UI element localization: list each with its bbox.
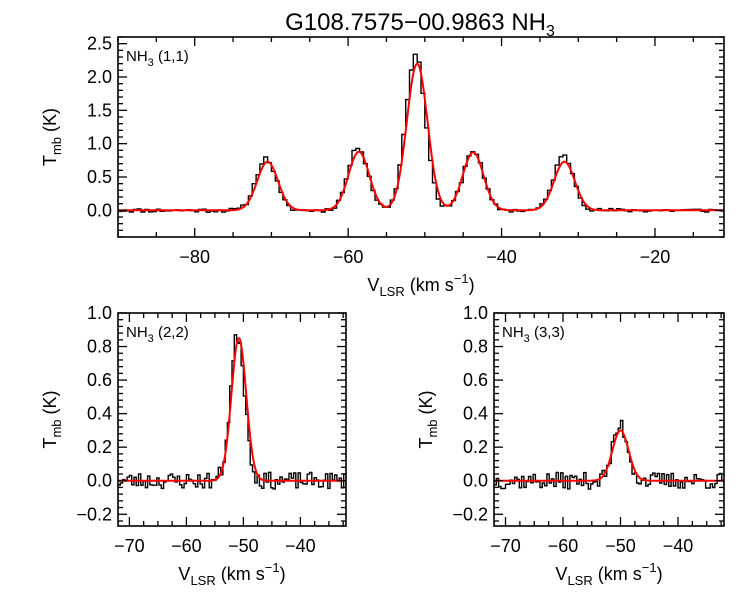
y-tick-label: 0.0 [463, 471, 488, 491]
figure-title: G108.7575−00.9863 NH3 [285, 9, 555, 40]
y-axis-label: Tmb (K) [40, 108, 64, 166]
observed-spectrum-line [494, 419, 724, 490]
y-tick-label: 0.5 [87, 167, 112, 187]
y-tick-label: 0.0 [87, 200, 112, 220]
panels: −80 −60 −40 −20 0.0 0.5 1.0 1.5 2.0 2.5 NH3 (1,1) V… [40, 34, 725, 588]
transition-label: NH3 (3,3) [502, 324, 565, 345]
transition-label: NH3 (1,1) [126, 48, 189, 69]
transition-label: NH3 (2,2) [126, 324, 189, 345]
y-tick-label: −0.2 [76, 504, 112, 524]
panel-nh3-11: −80 −60 −40 −20 0.0 0.5 1.0 1.5 2.0 2.5 NH3 (1,1) V… [40, 34, 725, 299]
x-tick-label: −80 [179, 247, 210, 267]
y-tick-label: 1.0 [87, 134, 112, 154]
y-tick-label: 1.0 [87, 303, 112, 323]
y-tick-label: 0.2 [87, 437, 112, 457]
x-axis-label: VLSR (km s−1) [178, 560, 285, 588]
y-tick-label: 1.5 [87, 100, 112, 120]
y-tick-label: 1.0 [463, 303, 488, 323]
panel-nh3-33: −70 −60 −50 −40 −0.2 0.0 0.2 0.4 0.6 0.8 1.0 NH3 (3… [416, 303, 725, 588]
y-tick-label: 0.0 [87, 471, 112, 491]
observed-spectrum-line [118, 334, 346, 490]
x-tick-label: −20 [640, 247, 671, 267]
x-tick-label: −70 [490, 536, 521, 556]
y-tick-label: −0.2 [452, 504, 488, 524]
gaussian-fit-line [494, 429, 724, 482]
x-tick-label: −50 [605, 536, 636, 556]
gaussian-fit-line [118, 337, 346, 482]
y-axis-label: Tmb (K) [40, 390, 64, 448]
plot-frame [117, 312, 347, 527]
x-tick-label: −70 [114, 536, 145, 556]
y-tick-label: 0.6 [463, 370, 488, 390]
y-tick-label: 0.2 [463, 437, 488, 457]
y-tick-label: 2.5 [87, 34, 112, 54]
x-axis-label: VLSR (km s−1) [367, 271, 474, 299]
y-tick-label: 2.0 [87, 67, 112, 87]
y-tick-label: 0.8 [87, 337, 112, 357]
y-tick-label: 0.6 [87, 370, 112, 390]
plot-frame [493, 312, 725, 527]
x-tick-label: −60 [171, 536, 202, 556]
x-tick-label: −40 [486, 247, 517, 267]
y-tick-label: 0.4 [463, 404, 488, 424]
panel-nh3-22: −70 −60 −50 −40 −0.2 0.0 0.2 0.4 0.6 0.8 1.0 NH3 (2… [40, 303, 347, 588]
x-tick-label: −60 [548, 536, 579, 556]
x-axis-label: VLSR (km s−1) [555, 560, 662, 588]
gaussian-fit-line [118, 62, 724, 212]
x-tick-label: −40 [285, 536, 316, 556]
y-tick-label: 0.8 [463, 337, 488, 357]
x-tick-label: −50 [228, 536, 259, 556]
y-tick-label: 0.4 [87, 404, 112, 424]
x-tick-label: −40 [663, 536, 694, 556]
y-axis-label: Tmb (K) [416, 390, 440, 448]
x-tick-label: −60 [333, 247, 364, 267]
